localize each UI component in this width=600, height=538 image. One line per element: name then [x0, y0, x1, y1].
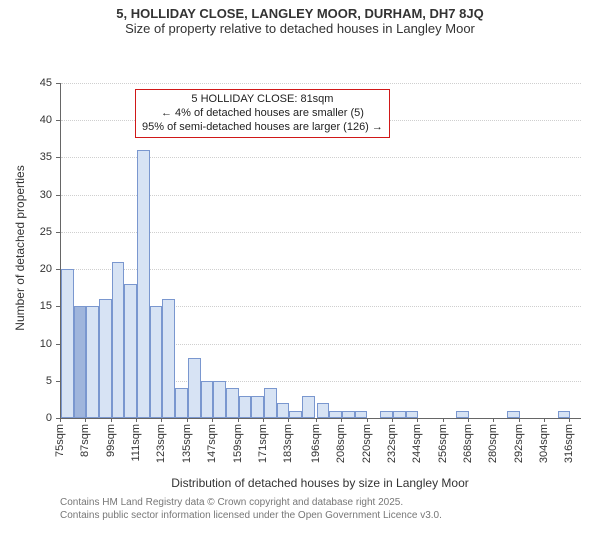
xtick-mark [392, 418, 393, 422]
xtick-mark [443, 418, 444, 422]
ytick-label: 45 [22, 77, 52, 89]
xtick-mark [60, 418, 61, 422]
xtick-label: 159sqm [232, 424, 244, 463]
ytick-label: 0 [22, 412, 52, 424]
xtick-label: 316sqm [563, 424, 575, 463]
xtick-label: 256sqm [437, 424, 449, 463]
histogram-bar [124, 284, 137, 418]
xtick-label: 183sqm [282, 424, 294, 463]
xtick-label: 304sqm [538, 424, 550, 463]
xtick-label: 196sqm [310, 424, 322, 463]
histogram-bar [329, 411, 342, 418]
histogram-bar [137, 150, 150, 418]
histogram-bar [251, 396, 264, 418]
histogram-bar [355, 411, 368, 418]
histogram-bar [277, 403, 290, 418]
histogram-bar [112, 262, 125, 418]
xtick-mark [341, 418, 342, 422]
histogram-bar [74, 306, 87, 418]
xtick-label: 208sqm [335, 424, 347, 463]
xtick-label: 268sqm [462, 424, 474, 463]
histogram-bar [162, 299, 175, 418]
xtick-mark [136, 418, 137, 422]
ytick-mark [56, 269, 60, 270]
histogram-bar [201, 381, 214, 418]
xtick-label: 244sqm [411, 424, 423, 463]
histogram-bar [406, 411, 419, 418]
xtick-mark [187, 418, 188, 422]
histogram-bar [61, 269, 74, 418]
histogram-bar [264, 388, 277, 418]
histogram-bar [456, 411, 469, 418]
gridline-h [61, 83, 581, 84]
histogram-bar [289, 411, 302, 418]
ytick-mark [56, 306, 60, 307]
xtick-mark [519, 418, 520, 422]
xtick-label: 280sqm [487, 424, 499, 463]
annotation-line: ← 4% of detached houses are smaller (5) [142, 107, 383, 121]
histogram-bar [558, 411, 571, 418]
annotation-line: 95% of semi-detached houses are larger (… [142, 121, 383, 135]
xtick-label: 220sqm [361, 424, 373, 463]
histogram-bar [175, 388, 188, 418]
histogram-bar [380, 411, 393, 418]
histogram-bar [239, 396, 252, 418]
xtick-label: 135sqm [181, 424, 193, 463]
annotation-box: 5 HOLLIDAY CLOSE: 81sqm← 4% of detached … [135, 89, 390, 138]
histogram-bar [342, 411, 355, 418]
xtick-mark [161, 418, 162, 422]
ytick-mark [56, 83, 60, 84]
xtick-label: 99sqm [105, 424, 117, 457]
histogram-chart: 051015202530354045Number of detached pro… [0, 38, 600, 538]
xtick-label: 75sqm [54, 424, 66, 457]
xtick-mark [468, 418, 469, 422]
xtick-mark [212, 418, 213, 422]
ytick-label: 40 [22, 114, 52, 126]
footer-line: Contains public sector information licen… [60, 509, 442, 522]
histogram-bar [302, 396, 315, 418]
histogram-bar [226, 388, 239, 418]
xtick-mark [238, 418, 239, 422]
xtick-mark [111, 418, 112, 422]
y-axis-title: Number of detached properties [13, 148, 27, 348]
footer-line: Contains HM Land Registry data © Crown c… [60, 496, 442, 509]
x-axis-title: Distribution of detached houses by size … [60, 476, 580, 490]
histogram-bar [393, 411, 406, 418]
histogram-bar [86, 306, 99, 418]
ytick-mark [56, 120, 60, 121]
xtick-mark [85, 418, 86, 422]
xtick-label: 292sqm [513, 424, 525, 463]
chart-title-sub: Size of property relative to detached ho… [0, 21, 600, 38]
ytick-mark [56, 344, 60, 345]
chart-title-main: 5, HOLLIDAY CLOSE, LANGLEY MOOR, DURHAM,… [0, 0, 600, 21]
ytick-mark [56, 232, 60, 233]
histogram-bar [188, 358, 201, 418]
histogram-bar [99, 299, 112, 418]
xtick-mark [263, 418, 264, 422]
xtick-mark [288, 418, 289, 422]
xtick-label: 87sqm [79, 424, 91, 457]
xtick-label: 232sqm [386, 424, 398, 463]
histogram-bar [150, 306, 163, 418]
xtick-mark [544, 418, 545, 422]
histogram-bar [317, 403, 330, 418]
xtick-mark [316, 418, 317, 422]
annotation-line: 5 HOLLIDAY CLOSE: 81sqm [142, 93, 383, 107]
ytick-mark [56, 381, 60, 382]
ytick-mark [56, 195, 60, 196]
ytick-mark [56, 157, 60, 158]
xtick-label: 147sqm [206, 424, 218, 463]
xtick-mark [569, 418, 570, 422]
xtick-label: 171sqm [257, 424, 269, 463]
histogram-bar [213, 381, 226, 418]
xtick-mark [417, 418, 418, 422]
xtick-mark [367, 418, 368, 422]
xtick-label: 123sqm [155, 424, 167, 463]
histogram-bar [507, 411, 520, 418]
xtick-mark [493, 418, 494, 422]
xtick-label: 111sqm [130, 424, 142, 462]
ytick-label: 5 [22, 375, 52, 387]
